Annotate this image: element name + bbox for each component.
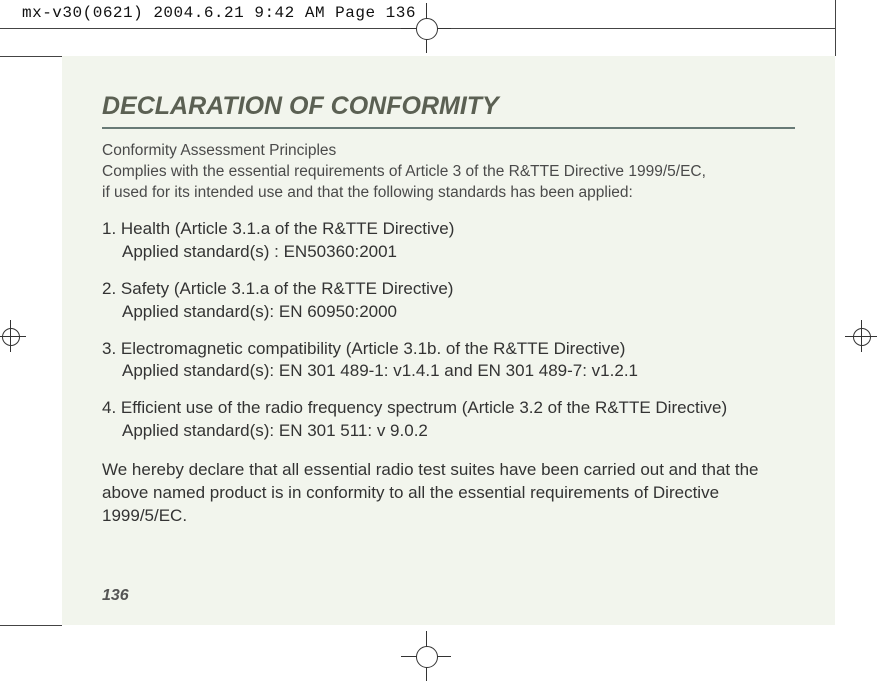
intro-line-3: if used for its intended use and that th… bbox=[102, 184, 633, 201]
crop-line-top bbox=[0, 56, 62, 57]
regmark-circle bbox=[416, 646, 438, 668]
list-item-head: 4. Efficient use of the radio frequency … bbox=[102, 398, 727, 417]
list-item: 2. Safety (Article 3.1.a of the R&TTE Di… bbox=[102, 278, 795, 324]
print-proof-stage: mx-v30(0621) 2004.6.21 9:42 AM Page 136 … bbox=[0, 0, 894, 685]
list-item: 3. Electromagnetic compatibility (Articl… bbox=[102, 338, 795, 384]
page-number: 136 bbox=[102, 587, 129, 605]
list-item: 1. Health (Article 3.1.a of the R&TTE Di… bbox=[102, 218, 795, 264]
document-page: DECLARATION OF CONFORMITY Conformity Ass… bbox=[62, 56, 835, 625]
declaration-paragraph: We hereby declare that all essential rad… bbox=[102, 459, 795, 528]
intro-line-2: Complies with the essential requirements… bbox=[102, 163, 706, 180]
target-circle bbox=[853, 328, 871, 346]
regmark-circle bbox=[416, 18, 438, 40]
list-item-sub: Applied standard(s) : EN50360:2001 bbox=[102, 241, 795, 264]
intro-line-1: Conformity Assessment Principles bbox=[102, 142, 336, 159]
list-item-sub: Applied standard(s): EN 301 511: v 9.0.2 bbox=[102, 420, 795, 443]
list-item-head: 2. Safety (Article 3.1.a of the R&TTE Di… bbox=[102, 279, 453, 298]
target-circle bbox=[2, 328, 20, 346]
intro-block: Conformity Assessment Principles Complie… bbox=[102, 141, 795, 204]
list-item-head: 1. Health (Article 3.1.a of the R&TTE Di… bbox=[102, 219, 454, 238]
list-item-sub: Applied standard(s): EN 60950:2000 bbox=[102, 301, 795, 324]
list-item-head: 3. Electromagnetic compatibility (Articl… bbox=[102, 339, 625, 358]
list-item: 4. Efficient use of the radio frequency … bbox=[102, 397, 795, 443]
crop-line-bottom bbox=[0, 625, 62, 626]
proof-header-vertical-rule bbox=[835, 0, 836, 56]
proof-header-text: mx-v30(0621) 2004.6.21 9:42 AM Page 136 bbox=[22, 4, 416, 22]
page-title: DECLARATION OF CONFORMITY bbox=[102, 92, 795, 129]
list-item-sub: Applied standard(s): EN 301 489-1: v1.4.… bbox=[102, 360, 795, 383]
